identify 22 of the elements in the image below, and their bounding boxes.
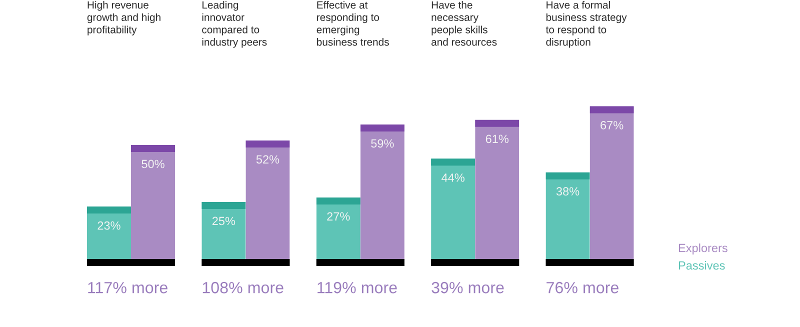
- data-label: 52%: [256, 155, 280, 164]
- x-tick-label: High revenue growth and high profitability: [87, 1, 160, 36]
- data-label: 23%: [98, 221, 120, 230]
- text: Explorers: [678, 243, 728, 254]
- data-label: 27%: [327, 212, 350, 221]
- data-label: 59%: [371, 139, 394, 148]
- data-label: 67%: [600, 121, 624, 130]
- text: 108% more: [202, 282, 284, 294]
- data-label: 61%: [486, 134, 509, 144]
- x-tick-label: Have a formal business strategy to respond to disruption: [546, 1, 627, 48]
- text: 39% more: [432, 282, 504, 294]
- text: 119% more: [318, 282, 397, 294]
- data-label: 38%: [556, 187, 580, 196]
- text: 117% more: [88, 282, 168, 294]
- text: Passives: [678, 260, 725, 270]
- data-label: 44%: [442, 174, 464, 182]
- data-label: 25%: [212, 216, 236, 226]
- x-tick-label: Have the necessary people skills and resources: [432, 1, 497, 46]
- data-label: 50%: [142, 160, 164, 168]
- x-tick-label: Leading innovator compared to industry peers: [202, 1, 267, 48]
- text: 76% more: [546, 282, 618, 294]
- x-tick-label: Effective at responding to emerging business trends: [316, 1, 389, 46]
